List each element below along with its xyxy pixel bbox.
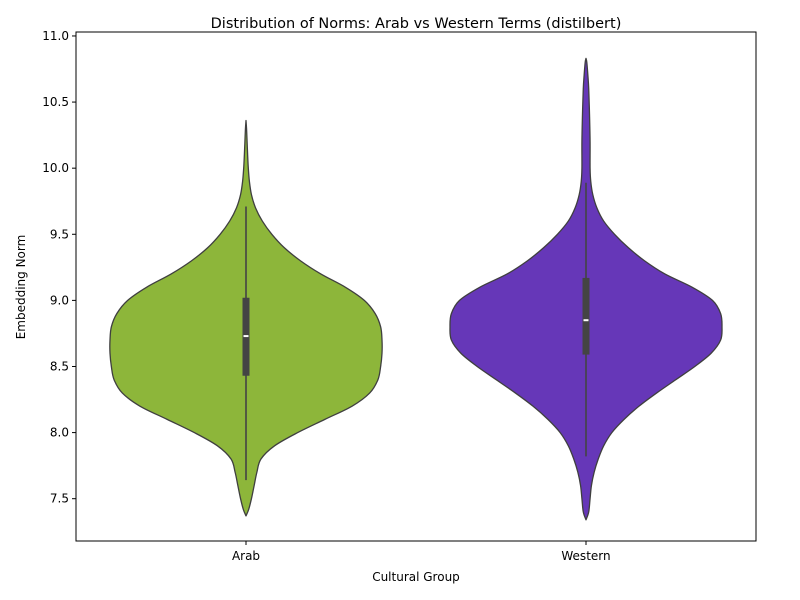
y-tick-label: 7.5	[50, 492, 69, 506]
iqr-box-western	[582, 277, 590, 355]
x-axis-title: Cultural Group	[372, 570, 460, 584]
y-tick-label: 8.5	[50, 359, 69, 373]
box-layer	[242, 182, 590, 481]
x-tick-label: Western	[561, 549, 610, 563]
y-tick-label: 10.5	[42, 95, 69, 109]
y-tick-label: 9.5	[50, 227, 69, 241]
y-tick-label: 8.0	[50, 426, 69, 440]
y-tick-label: 9.0	[50, 293, 69, 307]
y-tick-label: 10.0	[42, 161, 69, 175]
y-axis: 7.5 8.0 8.5 9.0 9.5 10.0 10.5 11.0	[42, 29, 76, 506]
y-axis-title: Embedding Norm	[14, 235, 28, 340]
y-tick-label: 11.0	[42, 29, 69, 43]
chart-title: Distribution of Norms: Arab vs Western T…	[211, 16, 622, 32]
violin-layer	[109, 57, 723, 521]
x-axis: Arab Western	[232, 541, 611, 563]
plot-area-frame	[75, 31, 757, 542]
x-tick-label: Arab	[232, 549, 260, 563]
